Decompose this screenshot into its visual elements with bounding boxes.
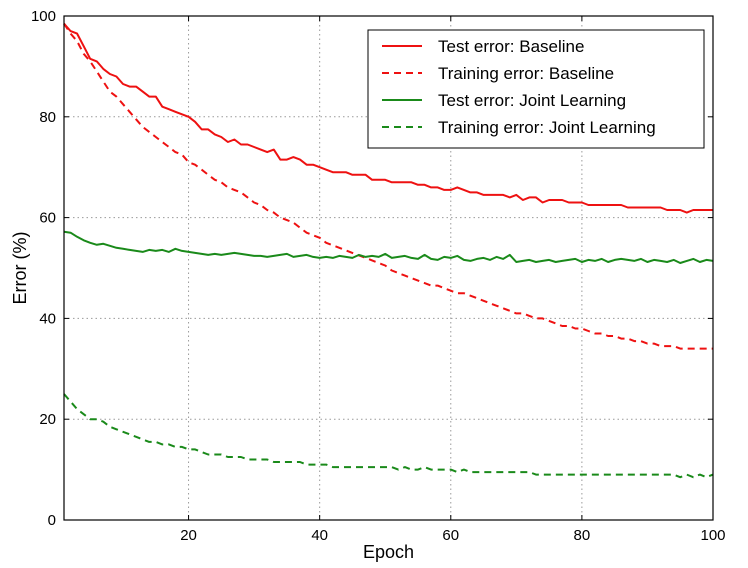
y-tick-label: 20 [39, 411, 56, 428]
x-tick-label: 20 [180, 527, 197, 544]
series-line-4 [63, 393, 714, 479]
series-layer [63, 22, 714, 479]
legend-entry: Training error: Baseline [438, 64, 614, 83]
y-tick-label: 80 [39, 109, 56, 126]
y-tick-label: 60 [39, 210, 56, 227]
plot-frame [63, 15, 714, 521]
x-tick-label: 100 [700, 527, 725, 544]
x-tick-label: 60 [442, 527, 459, 544]
x-axis-ticks: 20 40 60 80 100 [180, 16, 726, 544]
series-line-3 [63, 230, 714, 264]
x-axis-label: Epoch [363, 542, 414, 562]
legend-entry: Test error: Baseline [438, 37, 584, 56]
legend-box [367, 29, 705, 149]
legend-entry: Test error: Joint Learning [438, 91, 626, 110]
legend-entry: Training error: Joint Learning [438, 118, 656, 137]
y-tick-label: 40 [39, 310, 56, 327]
x-tick-label: 40 [311, 527, 328, 544]
y-axis-ticks: 0 20 40 60 80 100 [31, 8, 713, 529]
legend: Test error: Baseline Training error: Base… [367, 29, 705, 149]
series-line-1 [63, 22, 713, 214]
x-tick-label: 80 [574, 527, 591, 544]
y-axis-label: Error (%) [10, 232, 30, 305]
y-tick-label: 100 [31, 8, 56, 25]
y-tick-label: 0 [48, 512, 56, 529]
